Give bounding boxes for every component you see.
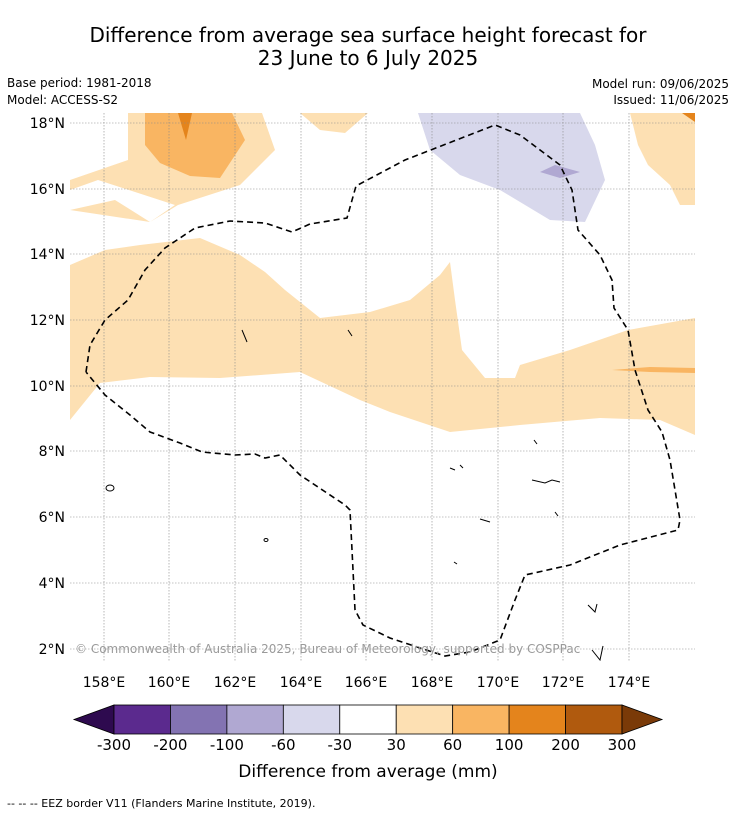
eez-footnote: -- -- -- EEZ border V11 (Flanders Marine… (7, 797, 316, 810)
colorbar-swatch (508, 704, 566, 735)
colorbar-tick-label: 300 (607, 736, 637, 754)
islands (105, 329, 604, 661)
colorbar-extend-high (621, 704, 664, 735)
lon-label: 174°E (608, 675, 651, 691)
band-100-200-spot (178, 113, 192, 140)
band-30-60-top-right (630, 113, 695, 205)
lon-label: 172°E (542, 675, 585, 691)
colorbar-swatch (226, 704, 284, 735)
colorbar-tick-label: -200 (153, 736, 188, 754)
model-name: Model: ACCESS-S2 (7, 93, 119, 107)
graticule (70, 113, 695, 661)
band-100-200-corner (682, 113, 695, 122)
lat-label: 10°N (30, 379, 65, 395)
lon-label: 162°E (214, 675, 257, 691)
band-60-100-east (612, 367, 695, 373)
band-neg-60-100 (540, 165, 580, 178)
issued-date: Issued: 11/06/2025 (613, 93, 729, 107)
lat-label: 8°N (39, 444, 65, 460)
lon-axis: 158°E 160°E 162°E 164°E 166°E 168°E 170°… (83, 675, 651, 691)
lat-label: 14°N (30, 247, 65, 263)
lat-label: 16°N (30, 182, 65, 198)
lon-label: 170°E (477, 675, 520, 691)
lat-label: 18°N (30, 116, 65, 132)
lon-label: 158°E (83, 675, 126, 691)
lon-label: 168°E (411, 675, 454, 691)
colorbar-tick-label: -100 (209, 736, 244, 754)
colorbar-swatch (282, 704, 341, 735)
band-60-100-north (145, 113, 245, 178)
lat-label: 4°N (39, 576, 65, 592)
colorbar-tick-label: 100 (494, 736, 524, 754)
colorbar-swatch (452, 704, 510, 735)
colorbar-tick-label: 60 (443, 736, 463, 754)
colorbar-swatch (395, 704, 454, 735)
map-title-line-2: 23 June to 6 July 2025 (257, 46, 479, 70)
colorbar-tick-label: 200 (551, 736, 580, 754)
colorbar (72, 704, 664, 735)
colorbar-swatch (339, 704, 397, 735)
map-area (70, 113, 695, 661)
colorbar-extend-low (72, 704, 115, 735)
colorbar-swatch (170, 704, 228, 735)
lat-axis: 18°N 16°N 14°N 12°N 10°N 8°N 6°N 4°N 2°N (30, 116, 65, 658)
colorbar-tick-label: -30 (327, 736, 353, 754)
colorbar-title: Difference from average (mm) (238, 762, 498, 782)
lon-label: 164°E (280, 675, 323, 691)
colorbar-tick-label: 30 (386, 736, 406, 754)
base-period: Base period: 1981-2018 (7, 76, 152, 90)
lon-label: 160°E (148, 675, 191, 691)
colorbar-tick-label: -300 (96, 736, 132, 754)
lat-label: 2°N (39, 642, 65, 658)
lat-label: 12°N (30, 313, 65, 329)
copyright-notice: © Commonwealth of Australia 2025, Bureau… (75, 642, 581, 656)
eez-border (85, 124, 681, 657)
map-title-line-1: Difference from average sea surface heig… (89, 23, 647, 47)
colorbar-swatch (565, 704, 623, 735)
lon-label: 166°E (345, 675, 388, 691)
band-neg-30-60 (418, 113, 605, 222)
model-run: Model run: 09/06/2025 (591, 77, 729, 91)
colorbar-tick-label: -60 (271, 736, 296, 754)
colorbar-swatch (113, 704, 171, 735)
lat-label: 6°N (39, 510, 65, 526)
